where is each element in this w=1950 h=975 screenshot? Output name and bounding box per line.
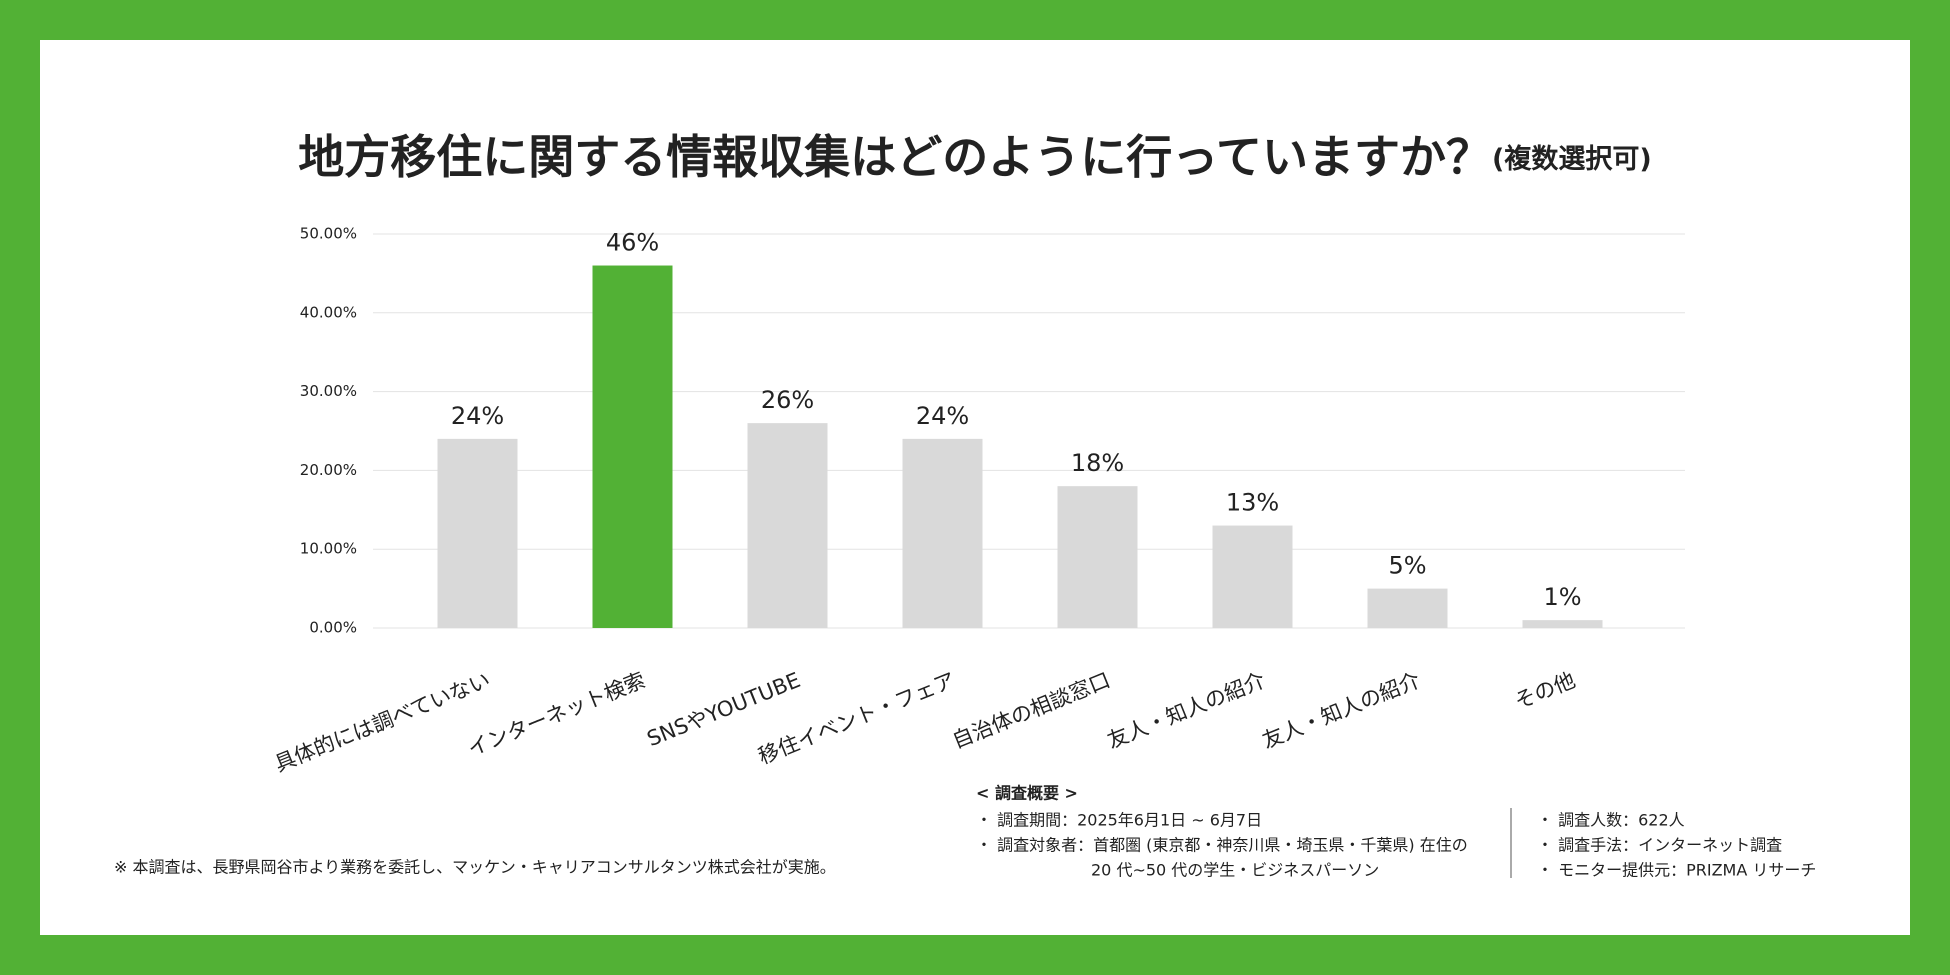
bar [437,438,518,628]
note: ※ 本調査は、長野県岡谷市より業務を委託し、マッケン・キャリアコンサルタンツ株式… [114,858,836,877]
bar [902,438,983,628]
y-tick-label: 50.00% [300,225,357,243]
bar [747,423,828,628]
bar [1212,525,1293,628]
value-label: 26% [761,386,814,414]
value-label: 24% [916,402,969,430]
y-tick-label: 30.00% [300,382,357,400]
value-label: 13% [1226,489,1279,517]
value-label: 24% [451,402,504,430]
y-tick-label: 10.00% [300,540,357,558]
detail-line: ・ 調査人数：622人 [1537,811,1685,830]
y-tick-label: 20.00% [300,461,357,479]
value-label: 46% [606,229,659,257]
survey-heading: < 調査概要 > [976,784,1078,803]
survey-line: ・ 調査対象者：首都圏 (東京都・神奈川県・埼玉県・千葉県) 在住の [976,836,1468,855]
survey-line: 20 代~50 代の学生・ビジネスパーソン [1091,861,1379,880]
bar [1057,486,1138,628]
detail-line: ・ 調査手法：インターネット調査 [1537,836,1782,855]
detail-line: ・ モニター提供元：PRIZMA リサーチ [1537,861,1816,880]
subtitle: (複数選択可) [1492,143,1652,175]
y-tick-label: 40.00% [300,303,357,321]
value-label: 18% [1071,449,1124,477]
value-label: 5% [1388,552,1426,580]
title: 地方移住に関する情報収集はどのように行っていますか？ [298,130,1492,184]
y-tick-label: 0.00% [309,619,357,637]
survey-line: ・ 調査期間：2025年6月1日 ~ 6月7日 [976,811,1262,830]
bar [1367,588,1448,628]
chart-title: 地方移住に関する情報収集はどのように行っていますか？(複数選択可) [298,130,1651,184]
bar [1522,620,1603,628]
value-label: 1% [1543,583,1581,611]
bar [592,265,673,628]
